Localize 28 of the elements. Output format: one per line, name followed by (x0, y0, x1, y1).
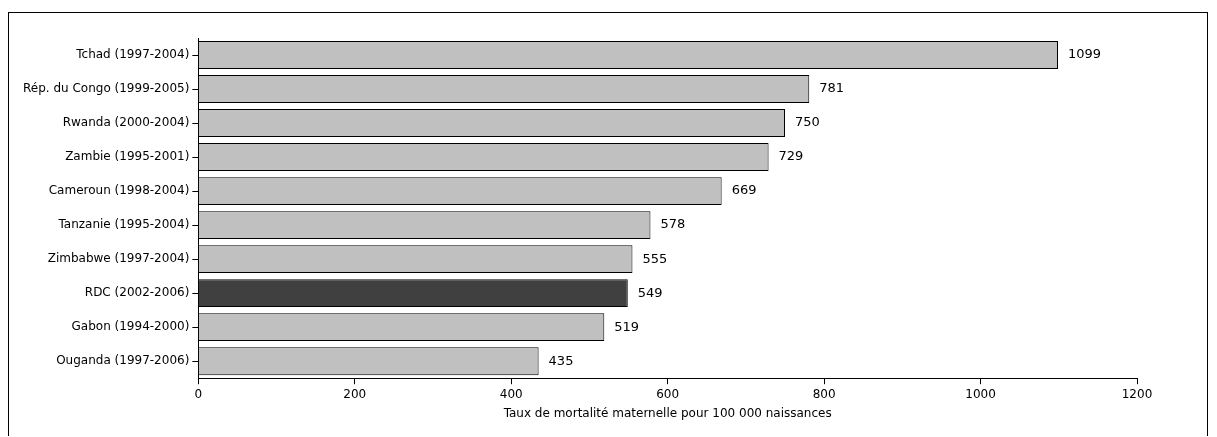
data-label: 781 (819, 80, 845, 96)
y-tick-label: Zimbabwe (1997-2004) (47, 251, 190, 266)
y-tick-label: RDC (2002-2006) (84, 285, 190, 300)
data-label: 519 (614, 318, 640, 334)
x-axis-title: Taux de mortalité maternelle pour 100 000 naissances (502, 405, 832, 420)
data-label: 549 (637, 284, 663, 300)
y-tick-label: Tchad (1997-2004) (75, 47, 190, 62)
y-tick-label: Cameroun (1998-2004) (48, 183, 190, 198)
data-label: 555 (642, 250, 668, 266)
data-label: 669 (731, 182, 757, 198)
y-tick-label: Gabon (1994-2000) (71, 319, 190, 334)
data-label: 435 (548, 352, 574, 368)
data-label: 1099 (1068, 46, 1102, 62)
x-tick-label: 600 (656, 386, 680, 401)
x-tick-label: 1200 (1121, 386, 1153, 401)
x-tick-label: 1000 (965, 386, 996, 401)
x-tick-label: 800 (812, 386, 836, 401)
y-tick-label: Rwanda (2000-2004) (62, 115, 190, 130)
y-tick-label: Rép. du Congo (1999-2005) (22, 81, 190, 96)
data-label: 750 (795, 114, 820, 130)
data-label: 729 (778, 148, 804, 164)
y-tick-label: Tanzanie (1995-2004) (57, 217, 190, 232)
x-tick-label: 400 (499, 386, 523, 401)
y-tick-label: Zambie (1995-2001) (65, 149, 190, 164)
data-label: 578 (660, 216, 686, 232)
y-tick-label: Ouganda (1997-2006) (56, 353, 190, 368)
x-tick-label: 200 (343, 386, 367, 401)
x-tick-label: 0 (194, 386, 203, 401)
